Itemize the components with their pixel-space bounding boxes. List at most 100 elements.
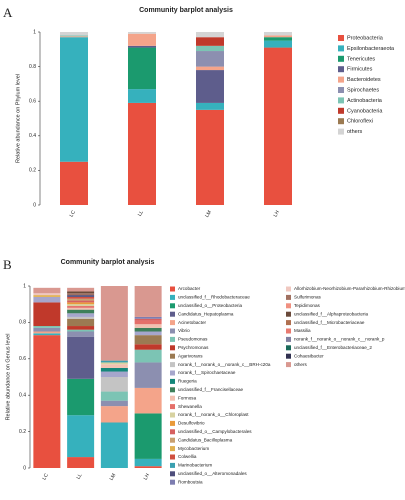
bar-segment xyxy=(134,466,162,468)
legend-label: unclassified_o__Campylobacterales xyxy=(178,429,252,434)
x-tick-label: LH xyxy=(143,472,152,481)
legend-swatch xyxy=(170,286,175,292)
bar-segment xyxy=(60,161,88,205)
legend-label: Cohaesibacter xyxy=(294,353,324,358)
y-tick-label: 0 xyxy=(33,202,36,208)
bar-segment xyxy=(60,37,88,162)
bar-segment xyxy=(67,298,95,301)
y-axis-label: Relative abundance on Phylum level xyxy=(15,74,21,163)
legend-label: Shewanella xyxy=(178,404,202,409)
legend-label: unclassified_f__Francisellaceae xyxy=(178,387,244,392)
legend-label: Pseudomonas xyxy=(178,337,208,342)
legend-label: Bacteroidetes xyxy=(347,77,381,83)
y-tick-label: 0.6 xyxy=(29,99,36,105)
legend-swatch xyxy=(286,336,291,342)
bar-segment xyxy=(100,400,128,407)
x-tick-label: LM xyxy=(204,210,213,219)
bar-segment xyxy=(196,37,224,46)
bar-segment xyxy=(128,33,156,46)
bar-segment xyxy=(67,309,95,314)
bar-segment xyxy=(67,300,95,303)
legend-label: Actinobacteria xyxy=(347,98,383,104)
legend-swatch xyxy=(338,118,344,125)
bar-segment xyxy=(100,371,128,377)
legend-swatch xyxy=(338,128,344,135)
legend-label: Arcobacter xyxy=(178,286,201,291)
bar-segment xyxy=(128,102,156,205)
bar-segment xyxy=(134,286,162,317)
bar-segment xyxy=(100,367,128,372)
bar-segment xyxy=(196,109,224,205)
bar-segment xyxy=(67,306,95,308)
bar-segment xyxy=(33,302,61,327)
bar-segment xyxy=(67,302,95,305)
x-tick-label: LM xyxy=(109,473,118,482)
legend-swatch xyxy=(286,294,291,300)
bar-segment xyxy=(33,327,61,332)
legend-label: Candidatus_Hepatoplasma xyxy=(178,311,234,316)
bar-segment xyxy=(60,32,88,36)
legend-label: Tenericutes xyxy=(347,56,375,62)
y-tick-label: 0.2 xyxy=(29,168,36,174)
bar-segment xyxy=(33,287,61,294)
x-tick-label: LL xyxy=(76,472,84,480)
y-tick-label: 1 xyxy=(33,29,36,35)
bar-segment xyxy=(33,331,61,334)
bar-segment xyxy=(33,335,61,468)
legend-label: Acinetobacter xyxy=(178,320,207,325)
bar-segment xyxy=(134,331,162,336)
y-tick-label: 0.8 xyxy=(19,320,26,326)
legend-swatch xyxy=(170,370,175,376)
legend-swatch xyxy=(338,66,344,73)
chart-title: Community barplot analysis xyxy=(61,259,155,266)
legend-label: Desulfovibrio xyxy=(178,421,205,426)
bar-segment xyxy=(33,333,61,336)
legend-label: Romboutsia xyxy=(178,479,203,484)
legend-swatch xyxy=(170,429,175,435)
legend-label: unclassified_f__Alphaproteobacteria xyxy=(294,311,369,316)
legend-label: unclassified_f__Microbacteriaceae xyxy=(294,320,365,325)
legend-swatch xyxy=(170,395,175,401)
bar-segment xyxy=(100,286,128,361)
bar-segment xyxy=(128,47,156,90)
bar-segment xyxy=(196,66,224,71)
legend-swatch xyxy=(286,320,291,326)
bar-segment xyxy=(100,364,128,368)
legend-swatch xyxy=(286,328,291,334)
legend-label: Agarivorans xyxy=(178,353,203,358)
bar-segment xyxy=(196,70,224,103)
legend-swatch xyxy=(170,336,175,342)
legend-swatch xyxy=(170,437,175,443)
y-tick-label: 1 xyxy=(23,283,26,289)
bar-segment xyxy=(33,296,61,303)
panel-label: A xyxy=(3,5,13,20)
legend-label: Firmicutes xyxy=(347,67,373,73)
legend-swatch xyxy=(286,345,291,351)
legend-swatch xyxy=(170,454,175,460)
bar-segment xyxy=(67,313,95,317)
bar-segment xyxy=(264,47,292,205)
bar-segment xyxy=(67,378,95,416)
legend-label: norank_f__norank_o__norank_c__norank_p xyxy=(294,337,385,342)
bar-segment xyxy=(67,316,95,319)
legend-label: Candidatus_Bacilloplasma xyxy=(178,437,233,442)
legend-label: Allorhizobium-Neorhizobium-Pararhizobium… xyxy=(294,286,405,291)
bar-segment xyxy=(134,335,162,345)
bar-segment xyxy=(67,326,95,330)
legend-label: Marinobacterium xyxy=(178,463,212,468)
y-axis-label: Relative abundance on Genus level xyxy=(5,334,11,421)
legend-swatch xyxy=(170,404,175,410)
legend-swatch xyxy=(170,320,175,326)
x-tick-label: LC xyxy=(41,472,50,481)
bar-segment xyxy=(264,32,292,36)
legend-swatch xyxy=(170,471,175,477)
bar-segment xyxy=(60,36,88,38)
bar-segment xyxy=(100,360,128,363)
bar-segment xyxy=(100,422,128,468)
legend-label: Formosa xyxy=(178,395,197,400)
bar-segment xyxy=(60,35,88,37)
bar-segment xyxy=(134,349,162,363)
bar-segment xyxy=(134,387,162,414)
legend-swatch xyxy=(170,345,175,351)
legend-label: Massilia xyxy=(294,328,311,333)
